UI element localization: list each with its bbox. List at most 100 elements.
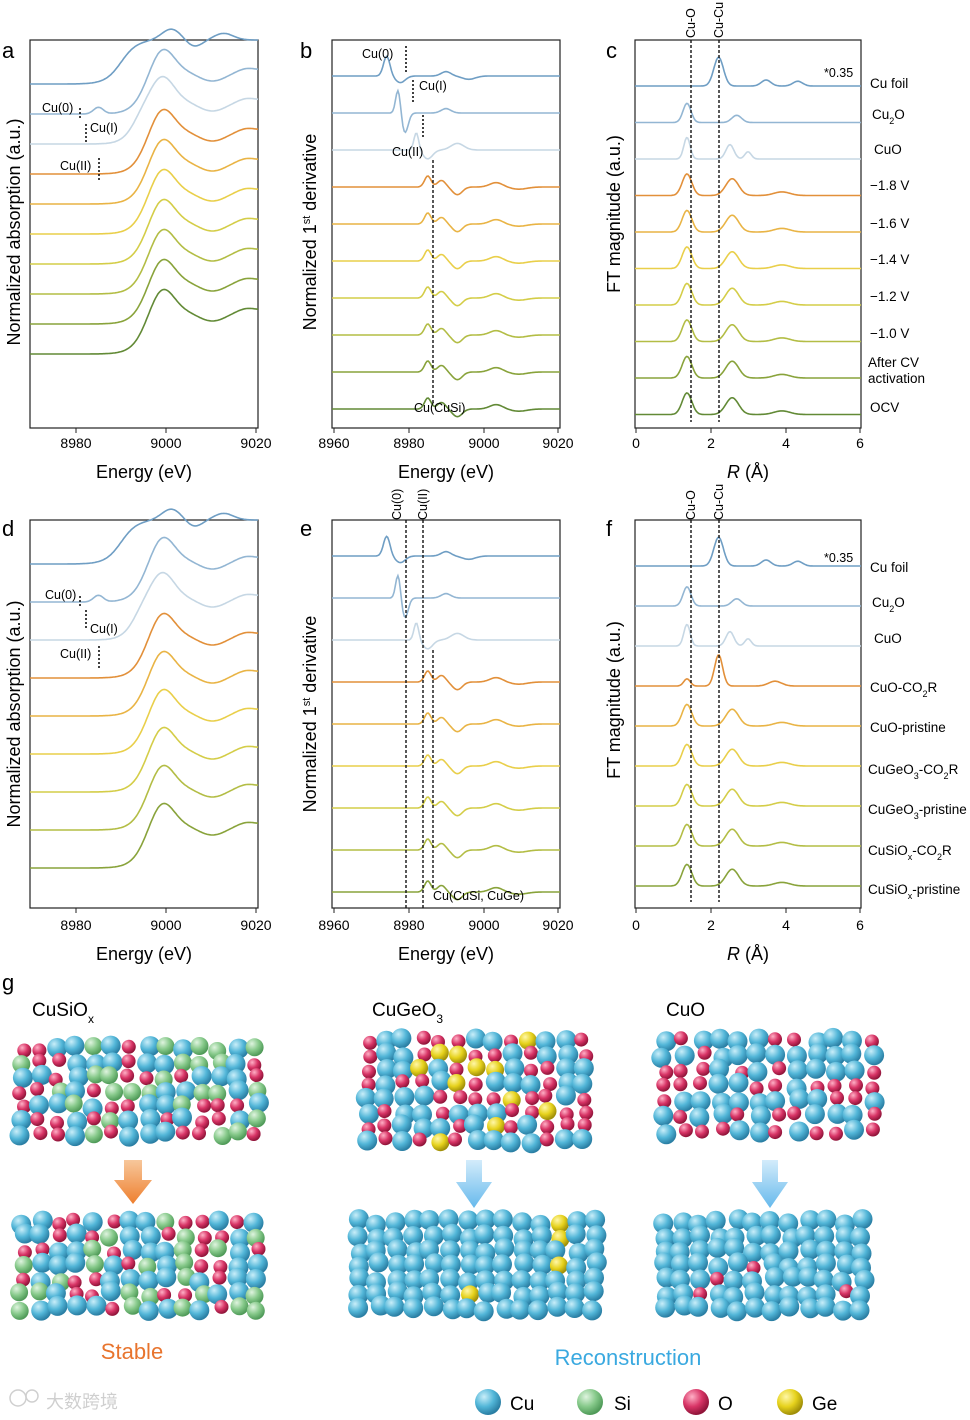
series-line — [332, 712, 560, 733]
cu-atom-icon — [815, 1296, 836, 1317]
cu-atom-icon — [565, 1283, 586, 1304]
cu-atom-icon — [800, 1210, 821, 1231]
legend-label: Ge — [812, 1394, 837, 1415]
o-atom-icon — [772, 1107, 787, 1122]
legend-label: O — [718, 1394, 733, 1415]
o-atom-icon — [656, 1077, 671, 1092]
si-atom-icon — [85, 1255, 104, 1274]
series-label: CuSiOx-CO2R — [868, 843, 952, 862]
cu-atom-icon — [491, 1282, 512, 1303]
cu-atom-icon — [520, 1075, 541, 1095]
si-atom-icon — [10, 1283, 29, 1302]
series-line — [332, 838, 560, 859]
cu-atom-icon — [502, 1043, 523, 1064]
cusiox-pristine-model — [9, 1035, 269, 1147]
cu-atom-icon — [851, 1243, 872, 1264]
cu-atom-icon — [850, 1227, 870, 1248]
cu-atom-icon — [805, 1058, 826, 1079]
cu-atom-icon — [403, 1226, 424, 1246]
cu-atom-icon — [384, 1296, 405, 1317]
series-line — [30, 571, 259, 641]
o-atom-icon — [120, 1068, 135, 1083]
o-atom-icon — [560, 1117, 575, 1132]
cu-atom-icon — [82, 1212, 103, 1233]
cu-atom-icon — [208, 1210, 229, 1231]
panel-e: e Cu(0) Cu(II) Cu(CuSi, CuGe) 8960 8980 … — [300, 489, 574, 964]
o-atom-icon — [848, 1091, 863, 1106]
si-atom-icon — [175, 1253, 194, 1272]
cu-atom-icon — [12, 1067, 33, 1088]
cu-atom-icon — [750, 1105, 771, 1126]
o-atom-icon — [453, 1090, 468, 1105]
o-atom-icon — [178, 1215, 193, 1230]
o-atom-icon — [50, 1115, 64, 1130]
o-atom-icon — [363, 1049, 378, 1064]
o-atom-icon — [377, 1118, 392, 1133]
cu-atom-icon — [689, 1107, 710, 1128]
cu-atom-icon — [835, 1225, 856, 1246]
cu-atom-icon — [531, 1225, 552, 1246]
y-axis-label: Normalized absorption (a.u.) — [4, 118, 24, 345]
cu-atom-icon — [440, 1268, 461, 1289]
o-atom-icon — [121, 1054, 136, 1069]
x-tick-label: 2 — [707, 917, 715, 933]
panel-label: e — [300, 516, 312, 541]
series-label: CuO-pristine — [870, 720, 946, 735]
series-line — [30, 258, 259, 325]
si-atom-icon — [245, 1038, 264, 1057]
o-atom-icon — [52, 1228, 67, 1243]
series-labels: Cu foil Cu2O CuO CuO-CO2R CuO-pristine C… — [868, 560, 967, 901]
cu-atom-icon — [463, 1114, 484, 1135]
cu-atom-icon — [509, 1299, 530, 1320]
cu-atom-icon — [423, 1296, 444, 1317]
x-tick-label: 9020 — [240, 435, 271, 451]
series-line — [635, 102, 861, 124]
o-atom-icon — [417, 1047, 432, 1062]
o-atom-icon — [377, 1104, 392, 1119]
x-tick-label: 9000 — [468, 917, 499, 933]
series-line — [30, 48, 259, 115]
series-line — [332, 535, 560, 564]
cu-atom-icon — [456, 1298, 477, 1319]
cu2-label: Cu(II) — [416, 489, 430, 520]
cu-atom-icon — [764, 1267, 785, 1288]
si-atom-icon — [138, 1257, 157, 1276]
x-tick-label: 9020 — [542, 917, 573, 933]
cu-atom-icon — [503, 1073, 524, 1093]
cu-atom-icon — [729, 1120, 750, 1141]
o-atom-icon — [696, 1061, 711, 1076]
cu-atom-icon — [248, 1092, 269, 1113]
si-atom-icon — [100, 1228, 118, 1247]
si-atom-icon — [156, 1037, 175, 1056]
cu-atom-icon — [28, 1095, 49, 1116]
cu-atom-icon — [140, 1123, 161, 1144]
o-atom-icon — [416, 1030, 431, 1045]
series-line — [635, 319, 861, 343]
si-atom-icon — [83, 1239, 102, 1258]
cu-atom-icon — [404, 1209, 425, 1230]
x-tick-label: 9000 — [150, 917, 181, 933]
x-tick-label: 8980 — [393, 917, 424, 933]
cu-atom-icon — [504, 1058, 525, 1079]
cu-atom-icon — [440, 1254, 461, 1275]
cu-atom-icon — [688, 1252, 708, 1273]
cu-atom-icon — [814, 1226, 835, 1247]
outcome-reconstruction: Reconstruction — [555, 1345, 702, 1370]
x-tick-label: 9000 — [468, 435, 499, 451]
o-atom-icon — [486, 1092, 501, 1107]
x-tick-label: 9000 — [150, 435, 181, 451]
series-line — [635, 743, 861, 767]
o-atom-icon — [104, 1101, 119, 1116]
o-atom-icon — [540, 1060, 555, 1075]
cu-atom-icon — [391, 1028, 412, 1049]
panel-label: c — [606, 38, 617, 63]
cu-atom-icon — [690, 1091, 711, 1112]
panel-label: d — [2, 516, 14, 541]
cu-atom-icon — [708, 1073, 729, 1094]
cu-atom-icon — [690, 1225, 710, 1246]
si-atom-icon — [173, 1298, 192, 1317]
series-labels: Cu foil Cu2O CuO −1.8 V −1.6 V −1.4 V −1… — [868, 76, 925, 415]
legend-item: O — [683, 1389, 733, 1415]
o-atom-icon — [503, 1120, 518, 1135]
o-atom-icon — [716, 1121, 730, 1136]
